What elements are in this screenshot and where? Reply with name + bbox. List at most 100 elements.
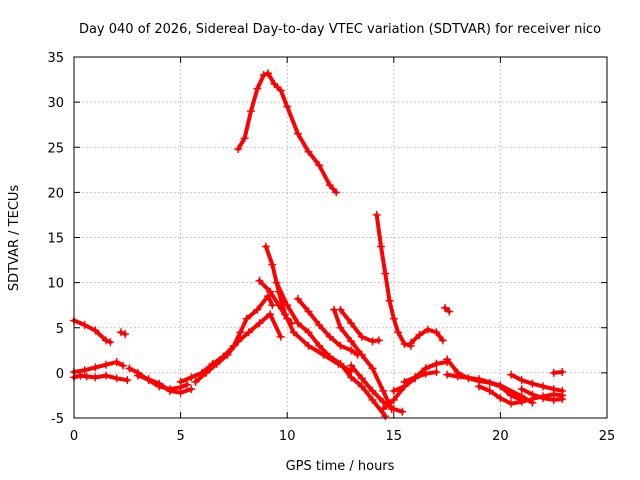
- data-point: [246, 107, 255, 116]
- data-point: [191, 377, 200, 386]
- x-tick-label: 10: [279, 429, 296, 444]
- data-point: [176, 377, 185, 386]
- data-point: [432, 367, 441, 376]
- data-point: [389, 395, 398, 404]
- data-point: [315, 341, 324, 350]
- data-point: [549, 368, 558, 377]
- data-point: [374, 336, 383, 345]
- data-point: [293, 319, 302, 328]
- series-arc-21: [400, 367, 441, 386]
- data-point: [357, 382, 366, 391]
- series-line: [274, 280, 388, 419]
- data-point: [76, 371, 85, 380]
- data-point: [421, 369, 430, 378]
- data-point: [266, 310, 275, 319]
- data-point: [187, 373, 196, 382]
- data-point: [276, 86, 285, 95]
- data-point: [133, 371, 142, 380]
- data-point: [325, 181, 334, 190]
- y-tick-label: 15: [47, 232, 64, 247]
- data-point: [276, 332, 285, 341]
- data-point: [347, 361, 356, 370]
- data-point: [485, 386, 494, 395]
- data-point: [272, 278, 281, 287]
- data-point: [234, 337, 243, 346]
- data-point: [165, 386, 174, 395]
- data-point: [368, 395, 377, 404]
- data-point: [325, 332, 334, 341]
- data-point: [528, 390, 537, 399]
- x-tick-label: 25: [599, 429, 616, 444]
- data-point: [517, 385, 526, 394]
- data-point: [381, 412, 390, 421]
- data-point: [125, 364, 134, 373]
- data-point: [549, 395, 558, 404]
- series-arc-28: [549, 367, 567, 377]
- data-point: [80, 321, 89, 330]
- x-tick-label: 15: [386, 429, 403, 444]
- data-point: [389, 386, 398, 395]
- data-point: [240, 134, 249, 143]
- data-point: [101, 371, 110, 380]
- data-point: [558, 367, 567, 376]
- data-point: [182, 380, 191, 389]
- data-point: [336, 323, 345, 332]
- series-arc-1: [70, 316, 115, 347]
- data-point: [377, 242, 386, 251]
- data-point: [255, 276, 264, 285]
- series-arc-4: [116, 328, 130, 339]
- y-tick-label: 10: [47, 277, 64, 292]
- data-point: [255, 319, 264, 328]
- data-point: [539, 394, 548, 403]
- series-line: [381, 361, 439, 411]
- data-point: [91, 326, 100, 335]
- data-point: [558, 395, 567, 404]
- series-arc-22: [440, 303, 454, 316]
- series-arc-26: [507, 370, 567, 395]
- y-tick-label: 25: [47, 141, 64, 156]
- data-point: [379, 404, 388, 413]
- data-point: [438, 336, 447, 345]
- data-point: [212, 359, 221, 368]
- data-point: [176, 388, 185, 397]
- data-point: [187, 385, 196, 394]
- data-point: [347, 373, 356, 382]
- series-arc-15: [336, 305, 383, 346]
- data-point: [112, 374, 121, 383]
- data-point: [432, 359, 441, 368]
- series-arc-12: [272, 278, 390, 421]
- series-arc-16: [347, 361, 407, 416]
- data-point: [357, 374, 366, 383]
- series-arc-14: [330, 305, 396, 413]
- series-arc-2: [70, 358, 128, 376]
- data-point: [223, 350, 232, 359]
- series-arc-6: [133, 371, 196, 397]
- data-point: [304, 147, 313, 156]
- data-point: [116, 328, 125, 337]
- data-point: [453, 372, 462, 381]
- data-point: [82, 372, 91, 381]
- data-point: [281, 310, 290, 319]
- series-line: [402, 370, 439, 384]
- y-tick-label: 0: [56, 367, 64, 382]
- data-point: [101, 336, 110, 345]
- data-point: [379, 386, 388, 395]
- data-point: [398, 407, 407, 416]
- data-point: [389, 404, 398, 413]
- series-arc-27: [517, 385, 567, 404]
- data-point: [259, 71, 268, 80]
- data-point: [517, 376, 526, 385]
- series-line: [236, 71, 339, 195]
- data-point: [253, 305, 262, 314]
- data-point: [106, 338, 115, 347]
- data-point: [91, 363, 100, 372]
- data-point: [415, 330, 424, 339]
- data-point: [234, 145, 243, 154]
- data-point: [325, 352, 334, 361]
- data-point: [558, 386, 567, 395]
- data-point: [372, 210, 381, 219]
- data-point: [517, 397, 526, 406]
- y-tick-label: -5: [51, 412, 64, 427]
- data-point: [389, 314, 398, 323]
